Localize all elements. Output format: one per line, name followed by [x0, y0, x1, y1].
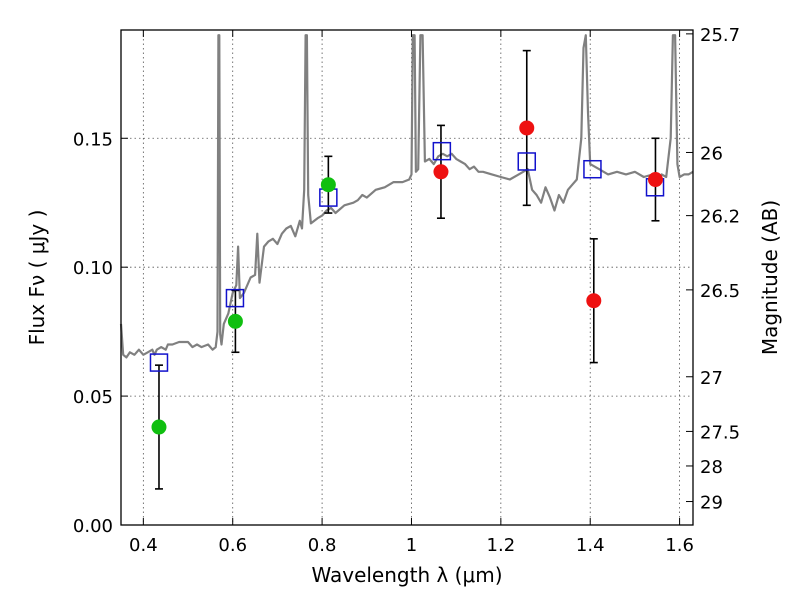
x-axis-label: Wavelength λ (μm): [311, 563, 502, 587]
y-tick-label: 0.00: [73, 516, 113, 537]
right-axis-label: Magnitude (AB): [758, 200, 782, 355]
y-tick-label: 0.15: [73, 129, 113, 150]
data-point: [151, 419, 167, 435]
model-square-point: [517, 152, 537, 171]
axes-ticks: 0.4 0.6 0.8 1 1.2 1.4 1.6 0.00 0.05 0.10 0.15 25.7 2…: [73, 25, 740, 556]
model-square-point: [225, 288, 245, 308]
data-point: [227, 313, 243, 329]
right-tick-label: 28: [700, 457, 723, 478]
y-axis-label: Flux Fν ( μJy ): [25, 210, 49, 346]
model-square-point: [149, 353, 169, 372]
data-point: [320, 177, 336, 193]
model-square-point: [583, 159, 602, 179]
detection-series: [151, 120, 663, 435]
grid: [121, 30, 693, 526]
spectrum-series: [119, 34, 694, 359]
right-tick-label: 26.5: [700, 281, 740, 302]
model-square-point: [432, 141, 452, 161]
right-tick-label: 26.2: [700, 207, 740, 228]
x-tick-label: 1: [406, 535, 417, 556]
x-tick-label: 0.4: [129, 535, 158, 556]
spectrum-line: [119, 34, 694, 359]
y-tick-label: 0.05: [73, 387, 113, 408]
right-tick-label: 27.5: [700, 422, 740, 443]
x-tick-label: 1.6: [665, 535, 694, 556]
model-photometry-series: [149, 141, 665, 372]
plot-frame: [120, 29, 694, 526]
data-point: [586, 293, 602, 309]
right-tick-label: 27: [700, 368, 723, 389]
x-tick-label: 0.6: [218, 535, 247, 556]
right-tick-label: 25.7: [700, 25, 740, 46]
right-tick-label: 29: [700, 493, 723, 514]
right-tick-label: 26: [700, 143, 723, 164]
data-point: [433, 164, 449, 180]
x-tick-label: 0.8: [308, 535, 337, 556]
error-bars: [154, 49, 660, 490]
data-point: [519, 120, 535, 136]
x-tick-label: 1.4: [576, 535, 605, 556]
data-point: [647, 172, 663, 188]
y-tick-label: 0.10: [73, 258, 113, 279]
x-tick-label: 1.2: [487, 535, 516, 556]
